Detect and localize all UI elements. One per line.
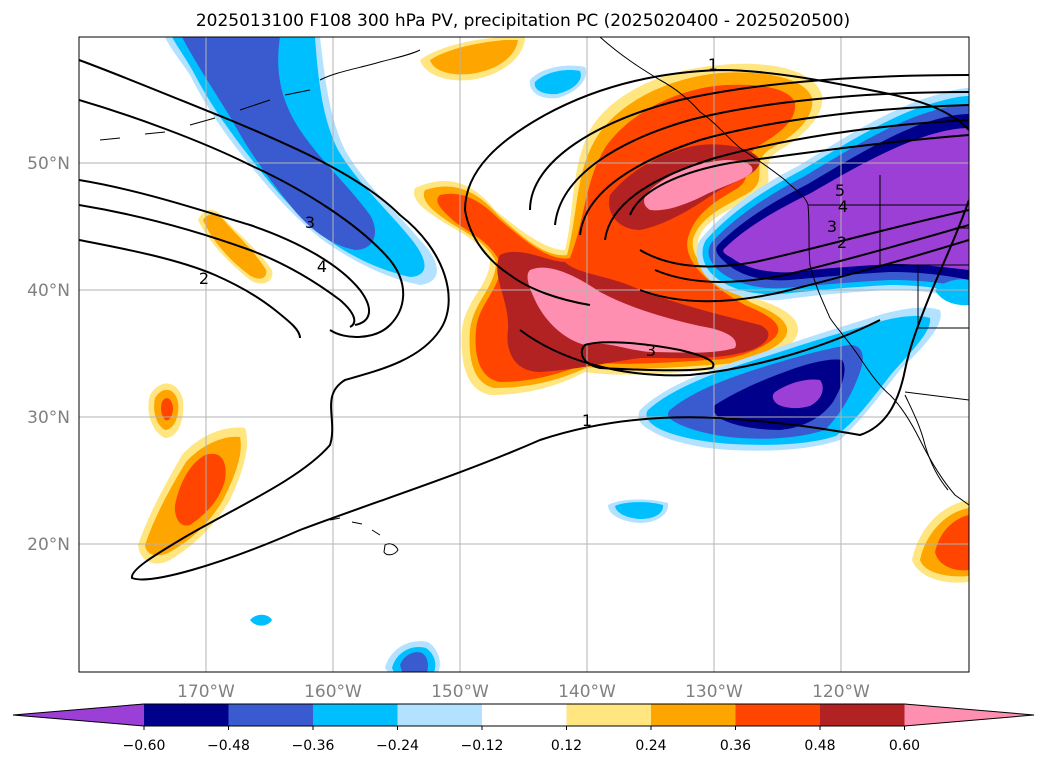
contour-label-2-east: 2 [837, 233, 847, 252]
colorbar-segment-5 [482, 704, 567, 726]
colorbar-tick-label-10: 0.60 [889, 738, 920, 754]
colorbar-tick-label-9: 0.48 [804, 738, 835, 754]
pv-contour-ring-5 [629, 134, 969, 216]
map-panel: 1 1 2 3 3 4 5 4 3 2 [78, 36, 970, 673]
contour-label-5-east: 5 [835, 181, 845, 200]
colorbar-segment-8 [735, 704, 820, 726]
contour-label-3-west: 3 [305, 213, 315, 232]
contour-label-1-north: 1 [708, 55, 718, 74]
pv-contour-1-main [79, 59, 969, 581]
lat-label-40n: 40°N [27, 281, 70, 301]
colorbar-segment-9 [820, 704, 905, 726]
pv-contours [79, 59, 969, 581]
anomaly-region-sw-red [174, 453, 226, 526]
border-us-mexico [904, 391, 969, 401]
map-frame [78, 36, 970, 673]
gridlines [79, 37, 969, 672]
pv-contour-inner-a [639, 209, 969, 268]
border-state-lines [879, 175, 969, 329]
hawaii-islands [329, 517, 399, 556]
colorbar-segment-1 [144, 704, 229, 726]
anomaly-region-west-band-blue [182, 37, 375, 250]
lon-label-140w: 140°W [558, 682, 616, 702]
colorbar-tick-label-6: 0.12 [551, 738, 582, 754]
anomaly-region-small-bottom-blue [400, 652, 428, 672]
anomaly-region-mid-purple [772, 379, 823, 409]
colorbar-segment-6 [566, 704, 651, 726]
lon-label-150w: 150°W [431, 682, 489, 702]
colorbar: −0.60 −0.48 −0.36 −0.24 −0.12 0.12 0.24 … [12, 703, 1035, 754]
colorbar-tick-labels: −0.60 −0.48 −0.36 −0.24 −0.12 0.12 0.24 … [123, 738, 921, 754]
pv-contour-ring-2 [554, 91, 969, 226]
colorbar-segment-3 [313, 704, 398, 726]
coastlines [99, 37, 969, 556]
lon-label-130w: 130°W [685, 682, 743, 702]
colorbar-segment-7 [651, 704, 736, 726]
coastline-alaska-panhandle [599, 37, 809, 206]
contour-label-2-west: 2 [199, 269, 209, 288]
pv-contour-inner-b [654, 224, 969, 283]
anomaly-region-se-red [935, 515, 969, 571]
contour-label-1-south: 1 [582, 411, 592, 430]
pv-contour-1-upper [463, 68, 969, 306]
colorbar-tick-label-2: −0.48 [207, 738, 250, 754]
pv-contour-inner-c [639, 239, 969, 303]
colorbar-tick-label-7: 0.24 [635, 738, 666, 754]
colorbar-extend-min [13, 704, 144, 726]
positive-anomaly-layer [138, 37, 969, 583]
pv-contour-3-west [79, 179, 370, 326]
colorbar-extend-max [904, 704, 1034, 726]
anomaly-region-tiny-cyan [250, 614, 272, 626]
coastline-us-west [807, 204, 969, 506]
contour-label-4-east: 4 [838, 197, 848, 216]
contour-label-3-east: 3 [827, 217, 837, 236]
colorbar-tick-label-5: −0.12 [461, 738, 504, 754]
colorbar-tick-label-8: 0.36 [720, 738, 751, 754]
anomaly-region-sw-small-red [161, 398, 173, 421]
pv-contour-2 [79, 99, 405, 338]
anomaly-region-nw-orange [203, 214, 267, 279]
pv-contour-3-south [580, 341, 715, 372]
pv-contour-outer-d [519, 319, 881, 377]
lon-label-160w: 160°W [304, 682, 362, 702]
lon-label-120w: 120°W [812, 682, 870, 702]
contour-label-4-west: 4 [317, 257, 327, 276]
anomaly-region-small-top-cyan [534, 70, 581, 95]
lat-label-30n: 30°N [27, 408, 70, 428]
colorbar-ticks [143, 726, 905, 730]
coastline-aleutian [99, 49, 421, 141]
anomaly-region-se-cyan [935, 279, 969, 306]
anomaly-region-top-orange [430, 40, 518, 75]
figure-title: 2025013100 F108 300 hPa PV, precipitatio… [196, 11, 850, 31]
lat-label-50n: 50°N [27, 154, 70, 174]
latitude-labels: 50°N 40°N 30°N 20°N [27, 154, 70, 555]
contour-label-3-south: 3 [646, 341, 656, 360]
colorbar-tick-label-1: −0.60 [123, 738, 166, 754]
anomaly-region-small-mid-cyan [615, 502, 664, 519]
anomaly-region-east-band-purple [723, 128, 969, 273]
lon-label-170w: 170°W [177, 682, 235, 702]
pv-contour-ring-1 [529, 74, 969, 211]
pv-contour-ring-4 [604, 119, 969, 241]
contour-labels: 1 1 2 3 3 4 5 4 3 2 [199, 55, 848, 430]
colorbar-segment-2 [228, 704, 313, 726]
longitude-labels: 170°W 160°W 150°W 140°W 130°W 120°W [177, 682, 870, 702]
colorbar-tick-label-3: −0.36 [292, 738, 335, 754]
lat-label-20n: 20°N [27, 535, 70, 555]
colorbar-tick-label-4: −0.24 [376, 738, 419, 754]
pv-contour-2b [79, 239, 301, 339]
anomaly-region-central-pink-north [644, 160, 753, 211]
colorbar-segment-4 [397, 704, 482, 726]
pv-contour-4-west [79, 204, 356, 328]
coastline-baja [904, 394, 949, 491]
pv-contour-ring-3 [579, 104, 969, 236]
anomaly-region-central-pink [527, 267, 736, 353]
map-content: 1 1 2 3 3 4 5 4 3 2 [79, 37, 969, 672]
